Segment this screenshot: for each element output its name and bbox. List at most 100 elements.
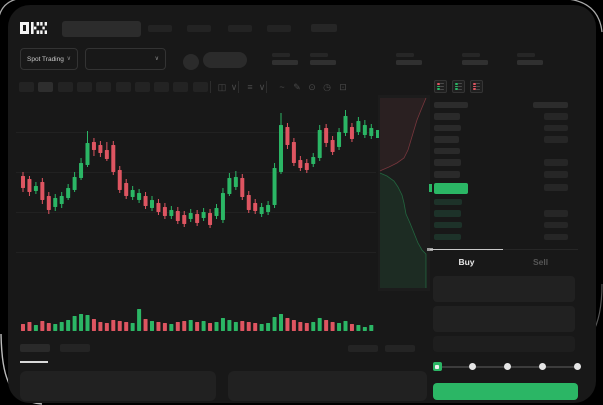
ask-amount-bar bbox=[544, 124, 568, 132]
chart-style-icon[interactable]: ◫ bbox=[217, 82, 227, 92]
draw-icon[interactable]: ✎ bbox=[293, 82, 301, 92]
chart-option-1[interactable] bbox=[348, 345, 378, 352]
line-tool-icon[interactable]: ~ bbox=[279, 82, 285, 92]
stat-value-bar bbox=[462, 60, 488, 65]
chevron-down-icon: ∨ bbox=[154, 56, 159, 62]
chart-option-2[interactable] bbox=[385, 345, 415, 352]
orderbook-header-price bbox=[434, 102, 468, 108]
toolbar-divider bbox=[210, 81, 211, 93]
ask-price-bar bbox=[434, 136, 459, 143]
total-field[interactable] bbox=[433, 336, 575, 352]
amount-input[interactable] bbox=[433, 306, 575, 332]
chevron-down-icon[interactable]: ∨ bbox=[258, 82, 266, 92]
bid-row[interactable] bbox=[430, 210, 578, 217]
bottom-panel-left bbox=[20, 371, 216, 401]
ask-row[interactable] bbox=[430, 147, 578, 155]
trade-tabs-divider bbox=[430, 249, 578, 250]
nav-item-2[interactable] bbox=[187, 25, 211, 32]
ask-price-bar bbox=[434, 113, 460, 120]
ask-amount-bar bbox=[544, 171, 568, 178]
book-bids-icon[interactable] bbox=[452, 80, 465, 93]
slider-step-dot[interactable] bbox=[503, 363, 511, 370]
interval-button-2[interactable] bbox=[38, 82, 54, 92]
interval-button-8[interactable] bbox=[154, 82, 170, 92]
candlestick-chart bbox=[16, 110, 376, 253]
tab-buy[interactable]: Buy bbox=[458, 257, 475, 267]
interval-button-5[interactable] bbox=[96, 82, 112, 92]
stat-label-bar bbox=[272, 53, 290, 57]
active-tab-underline bbox=[20, 361, 48, 363]
pair-name-placeholder bbox=[203, 52, 247, 68]
interval-button-7[interactable] bbox=[134, 82, 150, 92]
stat-group-1 bbox=[272, 51, 302, 65]
stat-label-bar bbox=[517, 53, 535, 57]
buy-submit-button[interactable] bbox=[433, 383, 578, 400]
chevron-down-icon: ∨ bbox=[66, 56, 71, 62]
interval-button-1[interactable] bbox=[19, 82, 34, 92]
ask-row[interactable] bbox=[430, 171, 578, 178]
slider-step-dot[interactable] bbox=[468, 363, 476, 370]
stat-group-4 bbox=[462, 51, 492, 65]
mid-price-highlight bbox=[434, 183, 468, 194]
nav-item-5[interactable] bbox=[311, 24, 337, 32]
interval-button-4[interactable] bbox=[76, 82, 92, 92]
ask-row[interactable] bbox=[430, 124, 578, 132]
bid-row[interactable] bbox=[430, 233, 578, 241]
ask-price-bar bbox=[434, 171, 460, 178]
book-asks-icon[interactable] bbox=[470, 80, 483, 93]
slider-handle-core bbox=[435, 364, 439, 369]
bid-price-bar bbox=[434, 210, 461, 217]
stat-group-5 bbox=[517, 51, 547, 65]
toolbar-divider bbox=[266, 81, 267, 93]
pair-selector-dropdown[interactable]: ∨ bbox=[85, 48, 166, 70]
bid-amount-bar bbox=[544, 221, 568, 229]
toolbar-divider bbox=[238, 81, 239, 93]
search-input[interactable] bbox=[62, 21, 141, 37]
slider-step-dot[interactable] bbox=[573, 363, 581, 370]
buy-tab-indicator bbox=[430, 248, 503, 251]
market-type-label: Spot Trading bbox=[27, 55, 64, 63]
ask-row[interactable] bbox=[430, 159, 578, 166]
chevron-down-icon[interactable]: ∨ bbox=[230, 82, 238, 92]
stat-value-bar bbox=[517, 60, 543, 65]
nav-item-3[interactable] bbox=[228, 25, 252, 32]
ask-price-bar bbox=[434, 124, 461, 132]
bid-amount-bar bbox=[544, 210, 568, 217]
fullscreen-icon[interactable]: ⊡ bbox=[339, 82, 347, 92]
ask-amount-bar bbox=[544, 113, 568, 120]
ask-price-bar bbox=[434, 147, 460, 155]
ask-row[interactable] bbox=[430, 113, 578, 120]
chart-tab-1[interactable] bbox=[20, 344, 50, 352]
chart-tab-2[interactable] bbox=[60, 344, 90, 352]
stat-value-bar bbox=[310, 60, 336, 65]
interval-button-9[interactable] bbox=[173, 82, 189, 92]
nav-item-1[interactable] bbox=[148, 25, 172, 32]
nav-item-4[interactable] bbox=[267, 25, 291, 32]
interval-button-10[interactable] bbox=[192, 82, 208, 92]
indicators-icon[interactable]: ≡ bbox=[247, 82, 253, 92]
price-input[interactable] bbox=[433, 276, 575, 302]
screenshot-icon[interactable]: ⊙ bbox=[308, 82, 316, 92]
bid-row[interactable] bbox=[430, 221, 578, 229]
bid-amount-bar bbox=[544, 233, 568, 241]
ask-row[interactable] bbox=[430, 136, 578, 143]
book-combined-icon[interactable] bbox=[434, 80, 447, 93]
stat-group-3 bbox=[396, 51, 426, 65]
okx-logo bbox=[20, 22, 47, 34]
ask-price-bar bbox=[434, 159, 461, 166]
interval-button-6[interactable] bbox=[115, 82, 131, 92]
slider-handle[interactable] bbox=[432, 362, 442, 371]
slider-step-dot[interactable] bbox=[538, 363, 546, 370]
stat-label-bar bbox=[310, 53, 328, 57]
history-icon[interactable]: ◷ bbox=[323, 82, 331, 92]
amount-slider[interactable] bbox=[432, 360, 581, 374]
bid-price-bar bbox=[434, 221, 462, 229]
stat-label-bar bbox=[396, 53, 414, 57]
market-type-dropdown[interactable]: Spot Trading ∨ bbox=[20, 48, 78, 70]
mid-amount-bar bbox=[544, 184, 568, 191]
tab-sell[interactable]: Sell bbox=[532, 257, 549, 267]
bid-row[interactable] bbox=[430, 198, 578, 206]
interval-button-3[interactable] bbox=[57, 82, 73, 92]
bid-price-bar bbox=[434, 233, 461, 241]
